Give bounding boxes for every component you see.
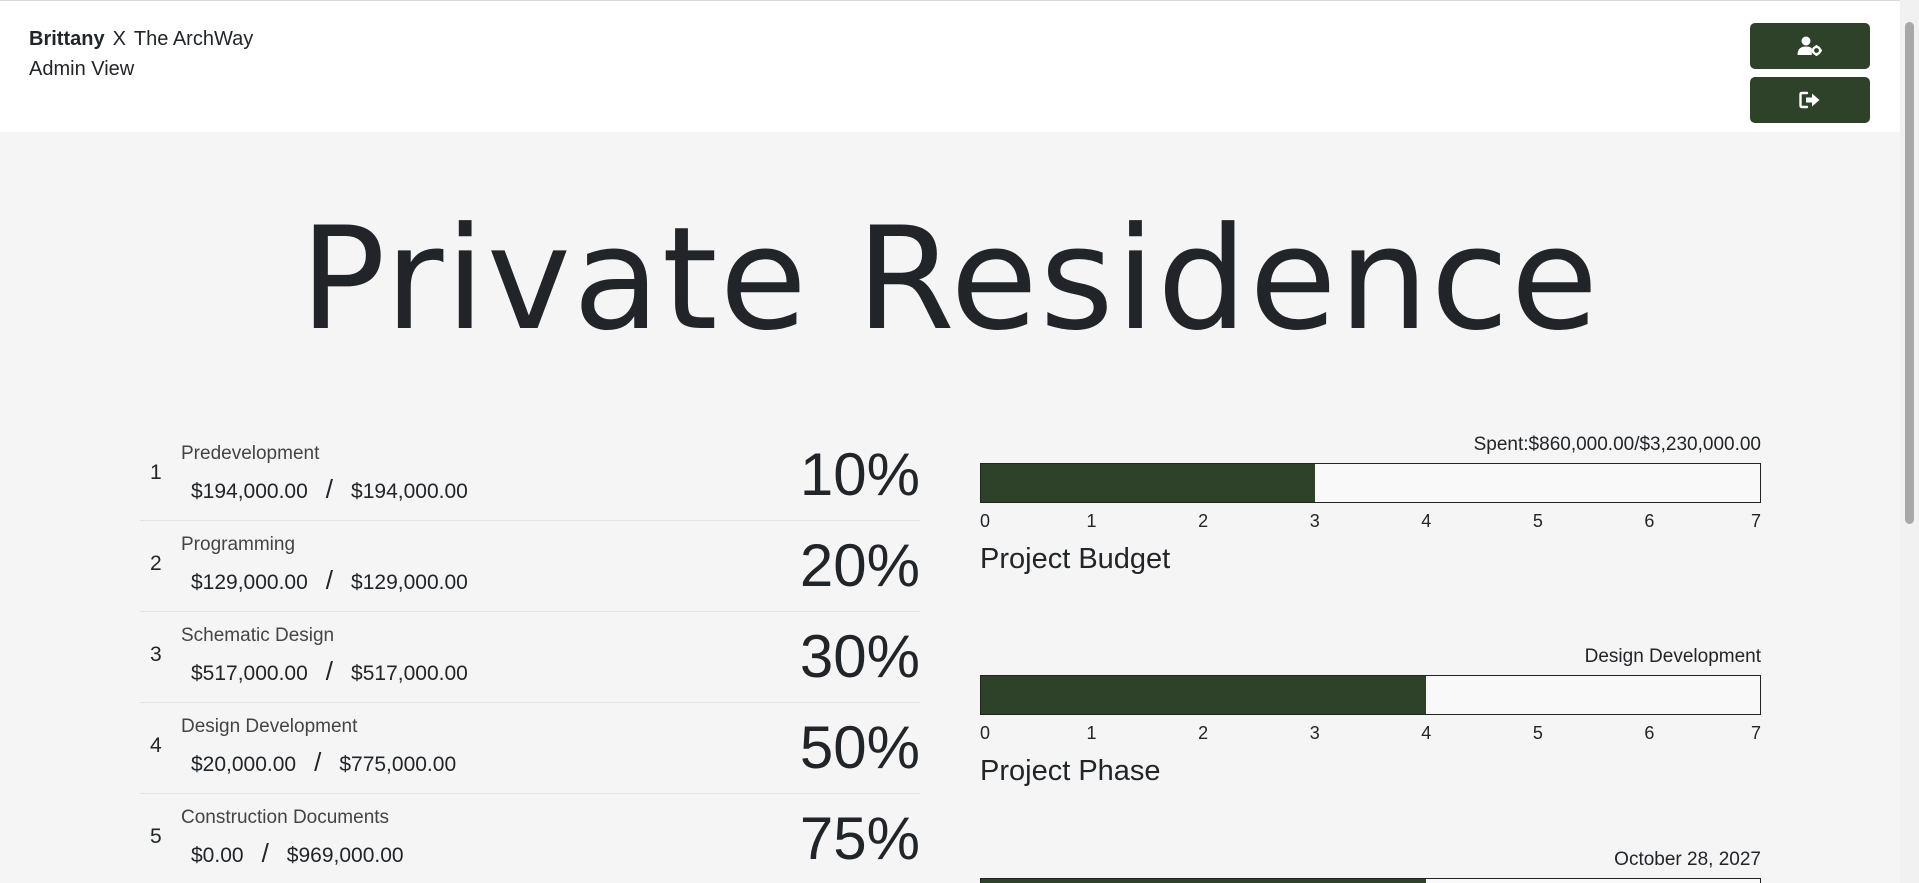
phase-budget: $517,000.00 [351, 662, 468, 685]
phase-number: 3 [150, 643, 162, 666]
brand: Brittany X The ArchWay [29, 25, 253, 53]
tick-label: 4 [1421, 511, 1432, 531]
phase-name: Programming [181, 534, 296, 555]
view-label: Admin View [29, 58, 135, 80]
phase-spent: $194,000.00 [191, 480, 308, 503]
phase-amounts: $20,000.00 / $775,000.00 [191, 749, 456, 778]
scrollbar-thumb[interactable] [1905, 22, 1914, 524]
phase-name: Schematic Design [181, 625, 335, 646]
phase-percent: 10% [799, 441, 920, 508]
firm-name: The ArchWay [133, 28, 254, 50]
budget-label: Project Budget [980, 543, 1171, 575]
project-title: Private Residence [299, 197, 1601, 362]
phase-row: 2 Programming $129,000.00 / $129,000.00 20… [140, 521, 920, 612]
phase-percent: 20% [799, 532, 920, 599]
user-settings-button[interactable] [1750, 23, 1870, 69]
phase-percent: 75% [799, 805, 920, 872]
phase-budget: $129,000.00 [351, 571, 468, 594]
amount-separator: / [261, 838, 269, 868]
phase-budget: $194,000.00 [351, 480, 468, 503]
logout-button[interactable] [1750, 77, 1870, 123]
tick-label: 3 [1309, 723, 1320, 743]
tick-label: 0 [980, 723, 991, 743]
phase-number: 1 [150, 461, 162, 484]
user-gear-icon [1797, 36, 1822, 56]
tick-label: 4 [1421, 723, 1432, 743]
phase-name: Design Development [181, 716, 358, 737]
tick-label: 3 [1309, 511, 1320, 531]
client-name: Brittany [29, 28, 105, 50]
phase-list: 1 Predevelopment $194,000.00/$194,000.00… [140, 430, 920, 883]
budget-panel: Spent:$860,000.00/$3,230,000.00 0 1 2 3 4 5 6 7… [980, 433, 1761, 577]
scrollbar[interactable] [1900, 0, 1919, 883]
tick-label: 5 [1532, 511, 1543, 531]
phase-name: Construction Documents [181, 807, 390, 828]
phase-progress-fill [981, 676, 1427, 714]
tick-label: 1 [1086, 511, 1097, 531]
phase-percent: 30% [799, 623, 920, 690]
phase-number: 4 [150, 734, 162, 757]
budget-caption: Spent:$860,000.00/$3,230,000.00 [1473, 434, 1761, 455]
date-caption: October 28, 2027 [1614, 849, 1761, 870]
phase-budget: $775,000.00 [339, 753, 457, 776]
amount-separator: / [325, 565, 334, 595]
top-bar: Brittany X The ArchWay Admin View [0, 0, 1900, 132]
date-panel: October 28, 2027 [980, 848, 1761, 883]
tick-label: 2 [1198, 511, 1209, 531]
phase-row: 4 Design Development $20,000.00 / $775,000… [140, 703, 920, 794]
phase-amounts: $0.00 / $969,000.00 [191, 840, 404, 869]
date-progress-fill [981, 879, 1427, 883]
phase-caption: Design Development [1584, 646, 1761, 667]
tick-label: 7 [1750, 511, 1761, 531]
phase-row: 5 Construction Documents $0.00 / $969,000.… [140, 794, 920, 883]
sign-out-icon [1799, 91, 1820, 109]
tick-label: 5 [1532, 723, 1543, 743]
phase-budget: $969,000.00 [286, 844, 404, 867]
phase-percent: 50% [799, 714, 920, 781]
phase-name: Predevelopment [181, 443, 320, 464]
phase-spent: $129,000.00 [191, 571, 308, 594]
phase-progress-bar [980, 675, 1761, 715]
phase-spent: $0.00 [191, 844, 244, 867]
phase-number: 2 [150, 552, 162, 575]
phase-row: 3 Schematic Design $517,000.00/$517,000.… [140, 612, 920, 703]
phase-amounts: $194,000.00 / $194,000.00 [191, 476, 468, 505]
phase-number: 5 [150, 825, 162, 848]
phase-label: Project Phase [980, 755, 1161, 787]
phase-spent: $517,000.00 [191, 662, 308, 685]
tick-label: 7 [1750, 723, 1761, 743]
phase-panel: Design Development 0 1 2 3 4 5 6 7 Project Phas… [980, 645, 1761, 789]
tick-label: 6 [1644, 511, 1655, 531]
phase-spent: $20,000.00 [191, 753, 297, 776]
phase-amounts: $517,000.00 / $517,000.00 [191, 658, 468, 687]
amount-separator: / [325, 474, 334, 504]
brand-separator: X [112, 28, 126, 50]
tick-label: 6 [1644, 723, 1655, 743]
budget-ticks: 0 1 2 3 4 5 6 7 [980, 511, 1761, 539]
amount-separator: / [314, 747, 322, 777]
tick-label: 2 [1198, 723, 1209, 743]
phase-amounts: $129,000.00 / $129,000.00 [191, 567, 468, 596]
phase-ticks: 0 1 2 3 4 5 6 7 [980, 723, 1761, 751]
phase-row: 1 Predevelopment $194,000.00/$194,000.00… [140, 430, 920, 521]
budget-progress-fill [981, 464, 1315, 502]
budget-progress-bar [980, 463, 1761, 503]
date-progress-bar [980, 878, 1761, 883]
amount-separator: / [325, 656, 334, 686]
tick-label: 1 [1086, 723, 1097, 743]
tick-label: 0 [980, 511, 991, 531]
